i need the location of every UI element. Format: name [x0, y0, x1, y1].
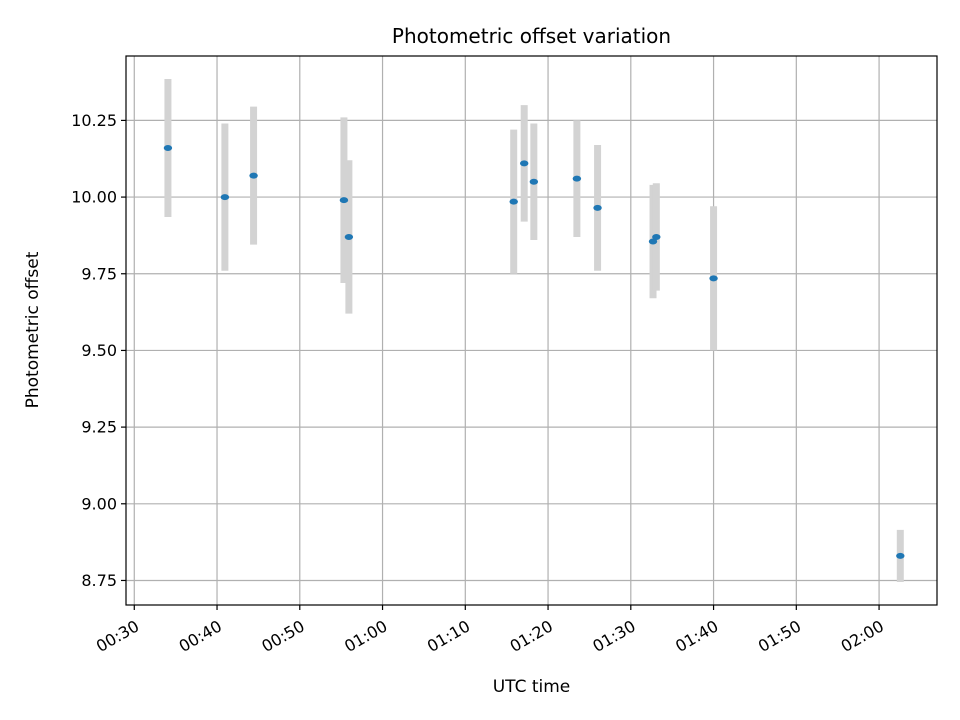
data-point: [652, 233, 661, 240]
data-point: [648, 238, 658, 245]
y-tick-label: 9.25: [81, 418, 117, 437]
data-point: [593, 204, 602, 211]
data-point: [709, 275, 718, 282]
y-axis: 8.75 9.00 9.25 9.50 9.75 10.00 10.25: [71, 111, 126, 590]
data-point: [572, 175, 582, 182]
y-tick-label: 9.00: [81, 494, 117, 513]
y-tick-label: 10.00: [71, 188, 117, 207]
x-axis-label: UTC time: [493, 677, 571, 697]
data-point: [220, 194, 230, 201]
data-point: [509, 198, 518, 205]
y-tick-label: 9.50: [81, 341, 117, 360]
y-tick-label: 9.75: [81, 264, 117, 283]
y-tick-label: 10.25: [71, 111, 117, 130]
data-point: [163, 145, 173, 152]
data-point: [339, 197, 349, 204]
chart-title: Photometric offset variation: [392, 24, 671, 48]
data-point: [896, 552, 905, 559]
y-axis-label: Photometric offset: [23, 251, 43, 408]
plot-frame: [125, 55, 938, 606]
data-point: [249, 172, 258, 179]
data-point: [519, 160, 529, 167]
grid: [126, 56, 937, 605]
data-point: [344, 233, 354, 240]
data-point: [529, 178, 539, 185]
y-tick-label: 8.75: [81, 571, 117, 590]
data-points: [163, 145, 905, 559]
